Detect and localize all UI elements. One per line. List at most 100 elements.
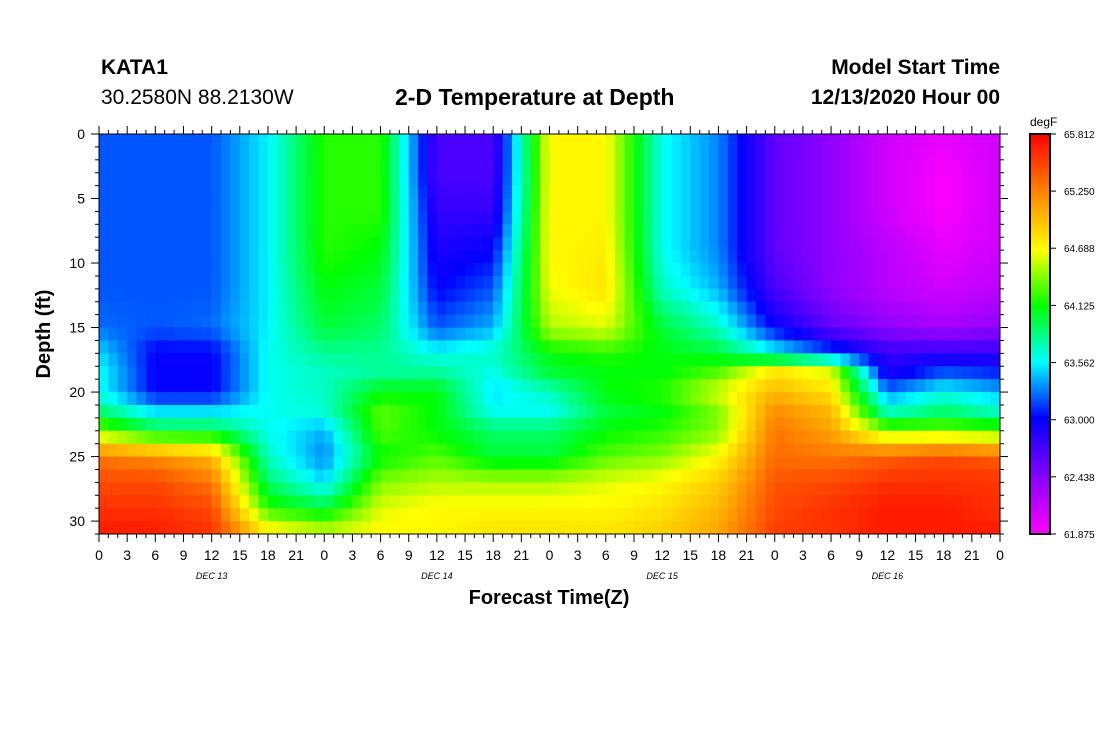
heatmap-cell [230,224,241,238]
heatmap-cell [633,521,644,534]
heatmap-cell [230,366,241,380]
heatmap-cell [127,430,138,445]
heatmap-cell [343,224,354,238]
heatmap-cell [643,134,654,148]
heatmap-cell [202,482,213,496]
heatmap-cell [286,185,297,200]
heatmap-cell [239,327,250,342]
heatmap-cell [784,301,795,316]
heatmap-cell [324,263,335,277]
heatmap-cell [258,508,269,522]
heatmap-cell [615,521,626,534]
heatmap-cell [493,211,504,225]
heatmap-cell [493,172,504,187]
heatmap-cell [934,146,945,161]
heatmap-cell [727,340,738,354]
heatmap-cell [774,404,785,419]
heatmap-cell [174,521,185,534]
heatmap-cell [314,146,325,161]
heatmap-cell [530,211,541,225]
heatmap-cell [821,353,832,367]
heatmap-cell [821,327,832,342]
heatmap-cell [990,263,1000,277]
heatmap-cell [727,224,738,238]
heatmap-cell [915,327,926,342]
heatmap-cell [493,301,504,316]
heatmap-cell [502,314,513,329]
heatmap-cell [511,443,522,458]
heatmap-cell [727,301,738,316]
heatmap-cell [474,404,485,419]
heatmap-cell [849,198,860,213]
heatmap-cell [296,495,307,509]
heatmap-cell [680,430,691,445]
heatmap-cell [305,495,316,509]
heatmap-cell [821,430,832,445]
heatmap-cell [755,417,766,432]
heatmap-cell [483,211,494,225]
heatmap-cell [868,224,879,238]
heatmap-cell [145,134,156,148]
heatmap-cell [652,198,663,213]
heatmap-cell [333,146,344,161]
heatmap-cell [906,379,917,393]
heatmap-cell [427,301,438,316]
heatmap-cell [868,301,879,316]
heatmap-cell [465,275,476,290]
heatmap-cell [802,392,813,406]
heatmap-cell [324,301,335,316]
heatmap-cell [502,146,513,161]
heatmap-cell [436,469,447,483]
heatmap-cell [624,456,635,471]
heatmap-cell [877,288,888,303]
heatmap-cell [436,263,447,277]
heatmap-cell [427,211,438,225]
heatmap-cell [164,134,175,148]
heatmap-cell [324,443,335,458]
heatmap-cell [633,456,644,471]
heatmap-cell [755,172,766,187]
heatmap-cell [615,430,626,445]
colorbar-label: 64.125 [1064,301,1095,312]
heatmap-cell [587,443,598,458]
heatmap-cell [117,340,128,354]
heatmap-cell [333,482,344,496]
heatmap-cell [690,263,701,277]
heatmap-cell [671,456,682,471]
x-tick-label: 12 [204,547,220,563]
heatmap-cell [643,353,654,367]
heatmap-cell [530,379,541,393]
heatmap-cell [324,237,335,251]
heatmap-cell [990,211,1000,225]
x-tick-label: 15 [682,547,698,563]
heatmap-cell [371,392,382,406]
heatmap-cell [915,237,926,251]
heatmap-cell [465,172,476,187]
heatmap-cell [887,379,898,393]
heatmap-cell [774,159,785,174]
heatmap-cell [887,482,898,496]
heatmap-cell [596,301,607,316]
heatmap-cell [690,443,701,458]
heatmap-cell [793,134,804,148]
heatmap-cell [877,495,888,509]
heatmap-cell [709,392,720,406]
heatmap-cell [971,495,982,509]
heatmap-cell [286,392,297,406]
heatmap-cell [324,521,335,534]
heatmap-cell [267,237,278,251]
heatmap-cell [455,495,466,509]
heatmap-cell [361,327,372,342]
heatmap-cell [511,327,522,342]
heatmap-cell [568,417,579,432]
heatmap-cell [418,275,429,290]
heatmap-cell [624,237,635,251]
heatmap-cell [474,314,485,329]
heatmap-cell [211,146,222,161]
heatmap-cell [934,314,945,329]
heatmap-cell [127,379,138,393]
heatmap-cell [568,327,579,342]
heatmap-cell [971,430,982,445]
heatmap-cell [436,185,447,200]
heatmap-cell [164,314,175,329]
